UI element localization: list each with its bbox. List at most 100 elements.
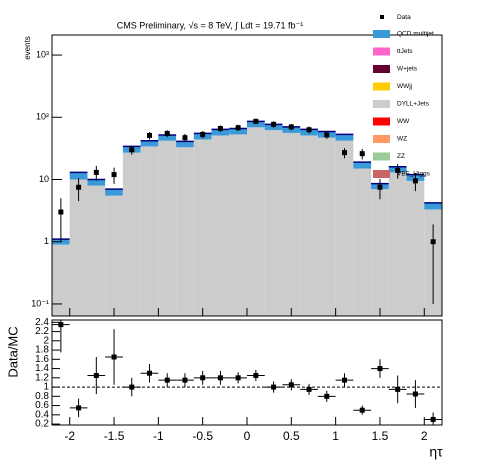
y-tick-label: 0.6 (35, 400, 49, 411)
histogram-bar (158, 140, 177, 316)
histogram-bar (69, 179, 88, 316)
data-point (430, 239, 436, 245)
y-tick-label: 1 (43, 382, 49, 393)
y-tick-label: 0.4 (35, 409, 49, 420)
histogram-bar (140, 140, 159, 147)
data-point (93, 169, 99, 175)
histogram-bar (105, 195, 123, 316)
legend-marker (380, 15, 384, 19)
histogram-bar (69, 172, 88, 180)
histogram-bar (211, 135, 230, 316)
histogram-bar (193, 139, 212, 316)
data-point (76, 184, 82, 190)
ratio-point (235, 375, 241, 381)
legend-swatch (373, 135, 390, 143)
y-tick-label: 0.2 (35, 419, 49, 430)
ratio-y-label: Data/MC (5, 326, 20, 377)
histogram-bar (140, 146, 159, 316)
legend-label: ttJets (397, 48, 413, 55)
data-point (111, 172, 117, 178)
data-point (342, 150, 347, 156)
x-axis-label: ητ (429, 444, 443, 460)
data-point (377, 184, 383, 190)
data-point (395, 167, 401, 173)
ratio-point (359, 407, 365, 413)
x-tick-label: -2 (64, 429, 75, 443)
ratio-point (412, 391, 418, 397)
data-point (288, 124, 294, 130)
ratio-point (164, 377, 170, 383)
y-tick-label: 1.6 (35, 354, 49, 365)
data-point (217, 126, 223, 132)
y-tick-label: 2.4 (35, 317, 49, 328)
ratio-point (76, 405, 82, 411)
legend-swatch (373, 170, 390, 178)
histogram-bar (211, 129, 230, 136)
data-point (306, 127, 312, 133)
data-point (129, 147, 135, 153)
data-point (253, 118, 259, 124)
legend-label: WWjj (397, 83, 412, 90)
x-tick-label: -1.5 (104, 429, 125, 443)
histogram-bar (335, 134, 354, 141)
legend-swatch (373, 30, 390, 38)
data-point (200, 131, 206, 137)
ratio-point (288, 382, 294, 388)
histogram-bar (424, 202, 442, 210)
histogram-bar (52, 244, 70, 316)
legend-swatch (373, 82, 390, 91)
y-tick-label: 0.8 (35, 391, 49, 402)
y-axis-label: events (23, 36, 32, 60)
ratio-point (253, 373, 259, 379)
histogram-bar (158, 134, 177, 141)
histogram-bar (87, 185, 106, 316)
histogram-bar (353, 168, 372, 316)
ratio-point (306, 386, 312, 392)
ratio-point (395, 386, 401, 392)
y-tick-label: 1 (44, 236, 49, 246)
legend-swatch (373, 117, 390, 126)
legend-label: WW (397, 118, 410, 125)
ratio-point (111, 354, 117, 360)
y-tick-label: 10⁻¹ (31, 298, 49, 308)
histogram-bar (176, 147, 194, 316)
histogram-bar (353, 162, 372, 169)
legend-label: QCD multijet (397, 31, 434, 38)
x-tick-label: 0.5 (283, 429, 300, 443)
ratio-point (430, 416, 436, 422)
ratio-point (271, 384, 277, 390)
legend-label: WZ (397, 136, 407, 143)
histogram-bar (247, 127, 265, 316)
ratio-point (377, 366, 383, 372)
ratio-point (324, 393, 330, 399)
legend-label: VBF_Higgs (397, 171, 431, 178)
histogram-bar (335, 140, 354, 316)
histogram-bar (105, 189, 123, 196)
legend-swatch (373, 152, 390, 161)
ratio-point (129, 384, 135, 390)
data-point (271, 121, 277, 127)
legend-label: DYLL+Jets (397, 101, 430, 108)
histogram-bar (229, 134, 247, 316)
histogram-bar (87, 179, 106, 186)
x-tick-label: 1.5 (372, 429, 389, 443)
x-tick-label: 1 (332, 429, 339, 443)
ratio-point (217, 375, 223, 381)
data-point (324, 132, 330, 138)
data-point (164, 130, 170, 136)
y-tick-label: 1.8 (35, 345, 49, 356)
histogram-bar (371, 189, 389, 316)
y-tick-label: 1.4 (35, 363, 49, 374)
y-tick-label: 10 (39, 174, 49, 184)
y-tick-label: 10² (36, 112, 49, 122)
legend-label: Data (397, 14, 411, 21)
y-tick-label: 2 (43, 335, 49, 346)
data-point (147, 132, 152, 138)
data-point (412, 178, 418, 184)
ratio-point (147, 370, 152, 376)
x-tick-label: 2 (421, 429, 428, 443)
x-tick-label: 0 (244, 429, 251, 443)
data-point (58, 209, 64, 215)
histogram-bar (282, 132, 301, 316)
